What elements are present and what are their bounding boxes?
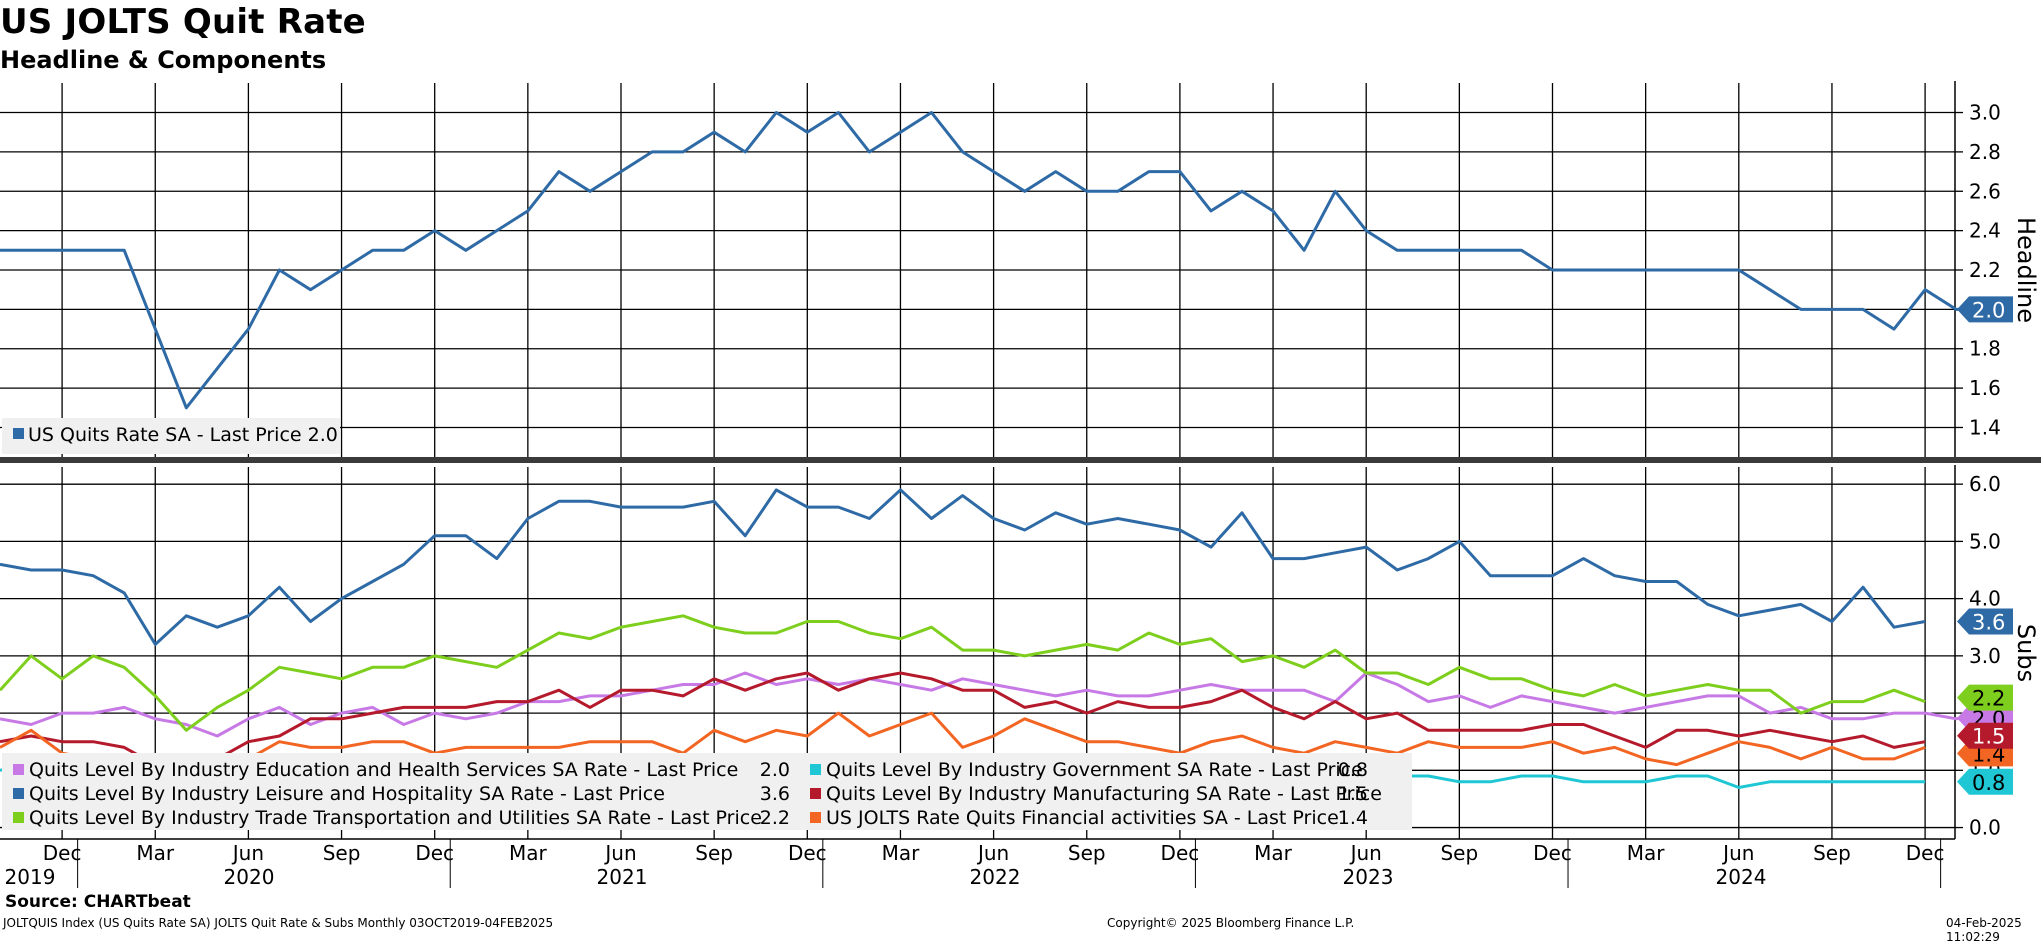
y-tick-label: 3.0 (1969, 644, 2001, 668)
series-line (0, 671, 1926, 784)
y-tick-label: 1.8 (1969, 337, 2001, 361)
legend-swatch (810, 764, 821, 775)
x-tick-label: Dec (788, 841, 827, 865)
legend-entry-label: US JOLTS Rate Quits Financial activities… (826, 807, 1339, 829)
legend-entry-label: Quits Level By Industry Education and He… (29, 759, 738, 781)
series-line (0, 711, 1926, 778)
last-value-tag: 0.8 (1957, 768, 2013, 795)
legend-swatch (810, 812, 821, 823)
series-line (0, 671, 1988, 738)
legend-swatch (13, 788, 24, 799)
y-tick-label: 2.8 (1969, 140, 2001, 164)
legend-entry-value: 1.5 (1338, 783, 1368, 805)
y-tick-label: 2.4 (1969, 219, 2001, 243)
y-axis-title: Subs (2012, 624, 2040, 682)
last-value-tag: 2.2 (1957, 684, 2013, 711)
y-tick-label: 2.2 (1969, 258, 2001, 282)
chart-subtitle: Headline & Components (0, 46, 327, 74)
x-tick-label: Dec (1533, 841, 1572, 865)
y-tick-label: 1.6 (1969, 376, 2001, 400)
legend-entry-value: 2.0 (760, 759, 790, 781)
legend-swatch (810, 788, 821, 799)
series-line (0, 614, 1926, 732)
footer-info: JOLTQUIS Index (US Quits Rate SA) JOLTS … (3, 916, 554, 930)
value-tag-shape (1957, 296, 2013, 323)
x-tick-label: Dec (1906, 841, 1945, 865)
chart-title: US JOLTS Quit Rate (0, 2, 366, 42)
y-tick-label: 1.4 (1969, 415, 2001, 439)
x-tick-label: Jun (1349, 841, 1382, 865)
legend-swatch (13, 812, 24, 823)
x-year-label: 2023 (1343, 865, 1394, 889)
x-tick-label: Sep (1440, 841, 1478, 865)
legend-swatch (13, 764, 24, 775)
x-tick-label: Mar (136, 841, 175, 865)
x-tick-label: Jun (976, 841, 1009, 865)
legend-entry-label: Quits Level By Industry Manufacturing SA… (826, 783, 1382, 805)
legend-entry-label: Quits Level By Industry Government SA Ra… (826, 759, 1363, 781)
x-tick-label: Jun (1721, 841, 1754, 865)
x-tick-label: Jun (231, 841, 264, 865)
legend-headline: US Quits Rate SA - Last Price 2.0 (2, 418, 340, 454)
panel-divider (0, 457, 2041, 463)
source-label: Source: CHARTbeat (5, 892, 191, 912)
x-tick-label: Dec (1161, 841, 1200, 865)
last-value-tag: 1.5 (1957, 722, 2013, 749)
legend-entry-value: 0.8 (1338, 759, 1368, 781)
value-tag-shape (1957, 722, 2013, 749)
legend-entry-value: 1.4 (1338, 807, 1368, 829)
value-tag-shape (1957, 608, 2013, 635)
x-tick-label: Mar (882, 841, 921, 865)
x-tick-label: Mar (1627, 841, 1666, 865)
legend-entry-label: Quits Level By Industry Leisure and Hosp… (29, 783, 665, 805)
y-tick-label: 3.0 (1969, 101, 2001, 125)
value-tag-shape (1957, 684, 2013, 711)
x-tick-label: Sep (695, 841, 733, 865)
x-tick-label: Dec (43, 841, 82, 865)
value-tag-text: 2.2 (1972, 687, 2005, 711)
x-tick-label: Sep (323, 841, 361, 865)
y-axis-title: Headline (2012, 217, 2040, 323)
y-tick-label: 6.0 (1969, 472, 2001, 496)
footer-copyright: Copyright© 2025 Bloomberg Finance L.P. (1107, 916, 1355, 930)
y-tick-label: 0.0 (1969, 816, 2001, 840)
value-tag-shape (1957, 768, 2013, 795)
value-tag-text: 0.8 (1972, 771, 2005, 795)
legend-subs: Quits Level By Industry Education and He… (2, 753, 1412, 830)
last-value-tag: 3.6 (1957, 608, 2013, 635)
series-line (0, 111, 1988, 410)
x-tick-label: Sep (1068, 841, 1106, 865)
x-year-label: 2020 (224, 865, 275, 889)
series-line (0, 488, 1926, 646)
x-year-label: 2024 (1716, 865, 1767, 889)
x-tick-label: Sep (1813, 841, 1851, 865)
x-year-label: 2019 (5, 865, 56, 889)
y-tick-label: 5.0 (1969, 529, 2001, 553)
legend-background (2, 418, 340, 454)
y-tick-label: 4.0 (1969, 587, 2001, 611)
legend-entry-value: 3.6 (760, 783, 790, 805)
legend-background (2, 753, 1412, 830)
x-tick-label: Dec (415, 841, 454, 865)
value-tag-text: 2.0 (1972, 298, 2005, 322)
footer-timestamp: 04-Feb-2025 11:02:29 (1946, 916, 2022, 944)
value-tag-text: 3.6 (1972, 611, 2005, 635)
x-year-label: 2022 (970, 865, 1021, 889)
legend-entry-label: Quits Level By Industry Trade Transporta… (29, 807, 762, 829)
x-tick-label: Mar (509, 841, 548, 865)
y-tick-label: 2.6 (1969, 179, 2001, 203)
last-value-tag-headline: 2.0 (1957, 296, 2013, 323)
x-year-label: 2021 (597, 865, 648, 889)
legend-entry-value: 2.2 (760, 807, 790, 829)
x-tick-label: Mar (1254, 841, 1293, 865)
legend-swatch (13, 428, 24, 439)
x-tick-label: Jun (603, 841, 636, 865)
legend-entry-label: US Quits Rate SA - Last Price 2.0 (28, 424, 338, 446)
value-tag-text: 1.5 (1972, 725, 2005, 749)
